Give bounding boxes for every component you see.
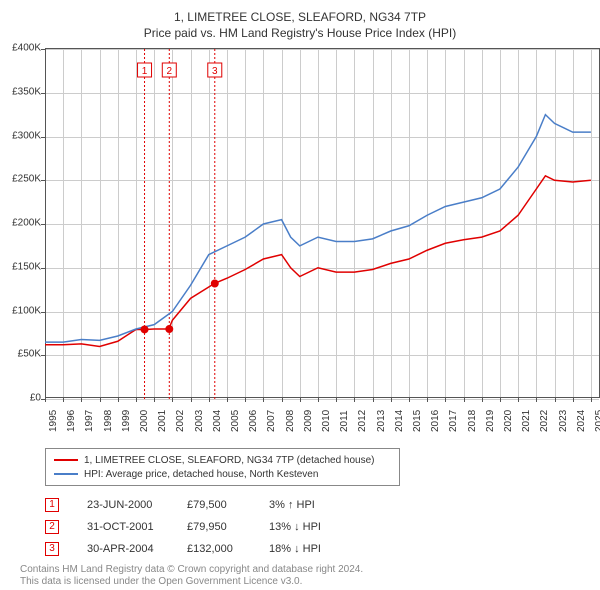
legend-label: HPI: Average price, detached house, Nort… [84, 469, 318, 480]
plot-area: 1 2 3 [45, 48, 600, 398]
x-tick-label: 2008 [285, 410, 296, 432]
x-tick-label: 2012 [357, 410, 368, 432]
event-number-box: 3 [45, 542, 59, 556]
svg-text:2: 2 [167, 66, 173, 77]
event-hpi: 18% ↓ HPI [269, 543, 359, 555]
x-tick-label: 2015 [412, 410, 423, 432]
event-row: 1 23-JUN-2000 £79,500 3% ↑ HPI [45, 494, 590, 516]
legend-box: 1, LIMETREE CLOSE, SLEAFORD, NG34 7TP (d… [45, 448, 400, 486]
y-tick-label: £50K [18, 349, 41, 360]
x-tick-label: 2010 [321, 410, 332, 432]
x-tick-label: 2021 [521, 410, 532, 432]
y-tick-label: £350K [12, 86, 41, 97]
x-tick-label: 2019 [485, 410, 496, 432]
y-tick-label: £200K [12, 218, 41, 229]
event-date: 30-APR-2004 [87, 543, 187, 555]
event-row: 3 30-APR-2004 £132,000 18% ↓ HPI [45, 538, 590, 560]
event-number-box: 2 [45, 520, 59, 534]
credits-line: Contains HM Land Registry data © Crown c… [20, 564, 590, 576]
x-tick-label: 2022 [539, 410, 550, 432]
y-tick-label: £0 [30, 393, 41, 404]
chart-area: 123 £0£50K£100K£150K£200K£250K£300K£350K… [45, 48, 600, 398]
x-tick-label: 2016 [430, 410, 441, 432]
y-tick-label: £400K [12, 43, 41, 54]
x-tick-label: 2025 [594, 410, 600, 432]
chart-title: 1, LIMETREE CLOSE, SLEAFORD, NG34 7TP [10, 10, 590, 24]
x-tick-label: 2024 [576, 410, 587, 432]
x-tick-label: 1999 [121, 410, 132, 432]
svg-text:1: 1 [142, 66, 148, 77]
y-tick-label: £250K [12, 174, 41, 185]
y-tick-label: £100K [12, 305, 41, 316]
event-number-box: 1 [45, 498, 59, 512]
event-row: 2 31-OCT-2001 £79,950 13% ↓ HPI [45, 516, 590, 538]
x-tick-label: 2018 [467, 410, 478, 432]
x-tick-label: 2004 [212, 410, 223, 432]
series-line [45, 176, 591, 347]
x-tick-label: 2011 [339, 410, 350, 432]
credits: Contains HM Land Registry data © Crown c… [20, 564, 590, 588]
x-tick-label: 1997 [84, 410, 95, 432]
events-list: 1 23-JUN-2000 £79,500 3% ↑ HPI 2 31-OCT-… [45, 494, 590, 560]
x-tick-label: 1995 [48, 410, 59, 432]
credits-line: This data is licensed under the Open Gov… [20, 576, 590, 588]
x-tick-label: 2009 [303, 410, 314, 432]
legend-swatch [54, 473, 78, 475]
event-price: £79,950 [187, 521, 269, 533]
x-tick-label: 2014 [394, 410, 405, 432]
x-tick-label: 2020 [503, 410, 514, 432]
x-tick-label: 2007 [266, 410, 277, 432]
y-tick-label: £150K [12, 261, 41, 272]
chart-svg: 1 2 3 [45, 49, 600, 399]
legend-item: 1, LIMETREE CLOSE, SLEAFORD, NG34 7TP (d… [54, 453, 391, 467]
x-tick-label: 2002 [175, 410, 186, 432]
event-hpi: 13% ↓ HPI [269, 521, 359, 533]
y-tick-label: £300K [12, 130, 41, 141]
legend-item: HPI: Average price, detached house, Nort… [54, 467, 391, 481]
series-line [45, 115, 591, 343]
legend-swatch [54, 459, 78, 461]
event-date: 31-OCT-2001 [87, 521, 187, 533]
x-tick-label: 2005 [230, 410, 241, 432]
x-tick-label: 2006 [248, 410, 259, 432]
legend-label: 1, LIMETREE CLOSE, SLEAFORD, NG34 7TP (d… [84, 455, 375, 466]
event-hpi: 3% ↑ HPI [269, 499, 359, 511]
event-price: £132,000 [187, 543, 269, 555]
x-tick-label: 2017 [448, 410, 459, 432]
x-tick-label: 2023 [558, 410, 569, 432]
x-tick-label: 2003 [194, 410, 205, 432]
event-price: £79,500 [187, 499, 269, 511]
event-date: 23-JUN-2000 [87, 499, 187, 511]
y-axis-labels: £0£50K£100K£150K£200K£250K£300K£350K£400… [5, 48, 43, 398]
x-tick-label: 2013 [376, 410, 387, 432]
x-axis-labels: 1995 1996 1997 1998 1999 2000 2001 2002 2003 2004… [45, 402, 600, 442]
figure-container: 1, LIMETREE CLOSE, SLEAFORD, NG34 7TP Pr… [0, 0, 600, 590]
x-tick-label: 2001 [157, 410, 168, 432]
x-tick-label: 1998 [103, 410, 114, 432]
svg-text:3: 3 [212, 66, 218, 77]
chart-subtitle: Price paid vs. HM Land Registry's House … [10, 26, 590, 40]
x-tick-label: 2000 [139, 410, 150, 432]
x-tick-label: 1996 [66, 410, 77, 432]
